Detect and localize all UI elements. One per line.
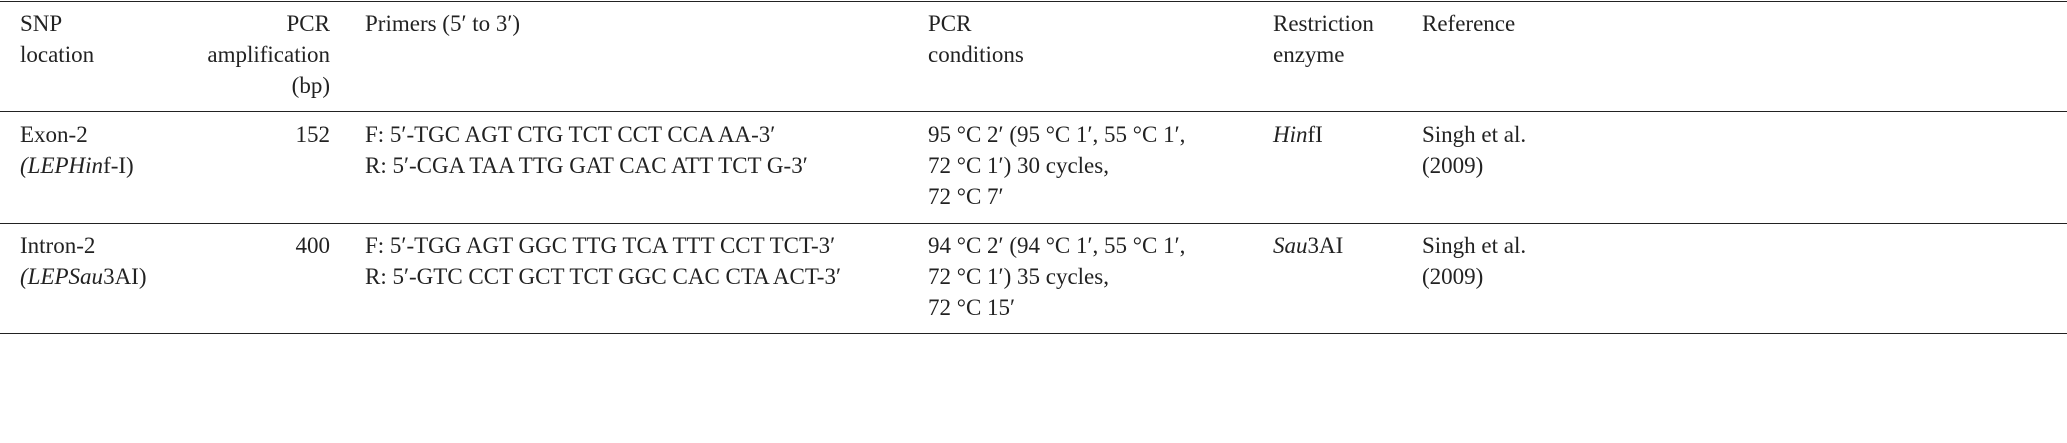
cell-line: 152 — [295, 122, 331, 147]
cell-line: Intron-2 — [20, 233, 96, 258]
table-cell: F: 5′-TGG AGT GGC TTG TCA TTT CCT TCT-3′… — [365, 230, 841, 292]
cell-line: 72 °C 7′ — [928, 184, 1004, 209]
italic-text: Sau — [1273, 233, 1308, 258]
table-cell: Singh et al. (2009) — [1422, 230, 1526, 292]
table-cell: Singh et al. (2009) — [1422, 119, 1526, 181]
header-cell: Primers (5′ to 3′) — [365, 8, 520, 39]
bottom-rule — [0, 333, 2067, 334]
header-text: conditions — [928, 42, 1024, 67]
header-text: SNP — [20, 11, 63, 36]
table-cell: Exon-2 (LEPHinf-I) — [20, 119, 134, 181]
text: f-I) — [103, 153, 134, 178]
cell-line: 72 °C 15′ — [928, 295, 1016, 320]
cell-line: 72 °C 1′) 35 cycles, — [928, 264, 1109, 289]
text: 3AI — [1307, 233, 1344, 258]
table-cell: 152 — [150, 119, 331, 150]
cell-line: 400 — [295, 233, 331, 258]
header-text: location — [20, 42, 95, 67]
table-cell: Intron-2 (LEPSau3AI) — [20, 230, 147, 292]
header-cell: Reference — [1422, 8, 1515, 39]
cell-line: (2009) — [1422, 264, 1484, 289]
header-text: Reference — [1422, 11, 1516, 36]
header-text: PCR — [928, 11, 972, 36]
cell-line: (LEPSau3AI) — [20, 261, 147, 292]
cell-line: (LEPHinf-I) — [20, 150, 134, 181]
cell-line: Exon-2 — [20, 122, 88, 147]
header-rule — [0, 111, 2067, 112]
cell-line: Singh et al. — [1422, 233, 1527, 258]
table-cell: 400 — [150, 230, 331, 261]
italic-text: (LEPSau — [20, 264, 104, 289]
cell-line: Singh et al. — [1422, 122, 1527, 147]
cell-line: 94 °C 2′ (94 °C 1′, 55 °C 1′, — [928, 233, 1186, 258]
header-text: enzyme — [1273, 42, 1345, 67]
table-cell: 94 °C 2′ (94 °C 1′, 55 °C 1′, 72 °C 1′) 3… — [928, 230, 1185, 323]
table-cell: F: 5′-TGC AGT CTG TCT CCT CCA AA-3′ R: 5′… — [365, 119, 808, 181]
top-rule — [0, 1, 2067, 2]
table-cell: Sau3AI — [1273, 230, 1343, 261]
cell-line: Sau3AI — [1273, 230, 1343, 261]
text: fI — [1307, 122, 1323, 147]
text: 3AI) — [103, 264, 147, 289]
cell-line: F: 5′-TGC AGT CTG TCT CCT CCA AA-3′ — [365, 122, 776, 147]
cell-line: R: 5′-CGA TAA TTG GAT CAC ATT TCT G-3′ — [365, 153, 808, 178]
header-cell: PCR amplification (bp) — [150, 8, 330, 101]
table-cell: HinfI — [1273, 119, 1323, 150]
header-cell: SNP location — [20, 8, 94, 70]
header-cell: PCR conditions — [928, 8, 1024, 70]
cell-line: (2009) — [1422, 153, 1484, 178]
header-text: (bp) — [291, 73, 330, 98]
cell-line: 72 °C 1′) 30 cycles, — [928, 153, 1109, 178]
cell-line: HinfI — [1273, 119, 1323, 150]
cell-line: 95 °C 2′ (95 °C 1′, 55 °C 1′, — [928, 122, 1186, 147]
cell-line: R: 5′-GTC CCT GCT TCT GGC CAC CTA ACT-3′ — [365, 264, 841, 289]
italic-text: (LEPHin — [20, 153, 104, 178]
header-text: Primers (5′ to 3′) — [365, 11, 521, 36]
header-text: Restriction — [1273, 11, 1374, 36]
header-cell: Restriction enzyme — [1273, 8, 1374, 70]
header-text: amplification — [207, 42, 330, 67]
header-text: PCR — [286, 11, 330, 36]
row-rule — [0, 223, 2067, 224]
table-cell: 95 °C 2′ (95 °C 1′, 55 °C 1′, 72 °C 1′) 3… — [928, 119, 1185, 212]
italic-text: Hin — [1273, 122, 1308, 147]
cell-line: F: 5′-TGG AGT GGC TTG TCA TTT CCT TCT-3′ — [365, 233, 836, 258]
